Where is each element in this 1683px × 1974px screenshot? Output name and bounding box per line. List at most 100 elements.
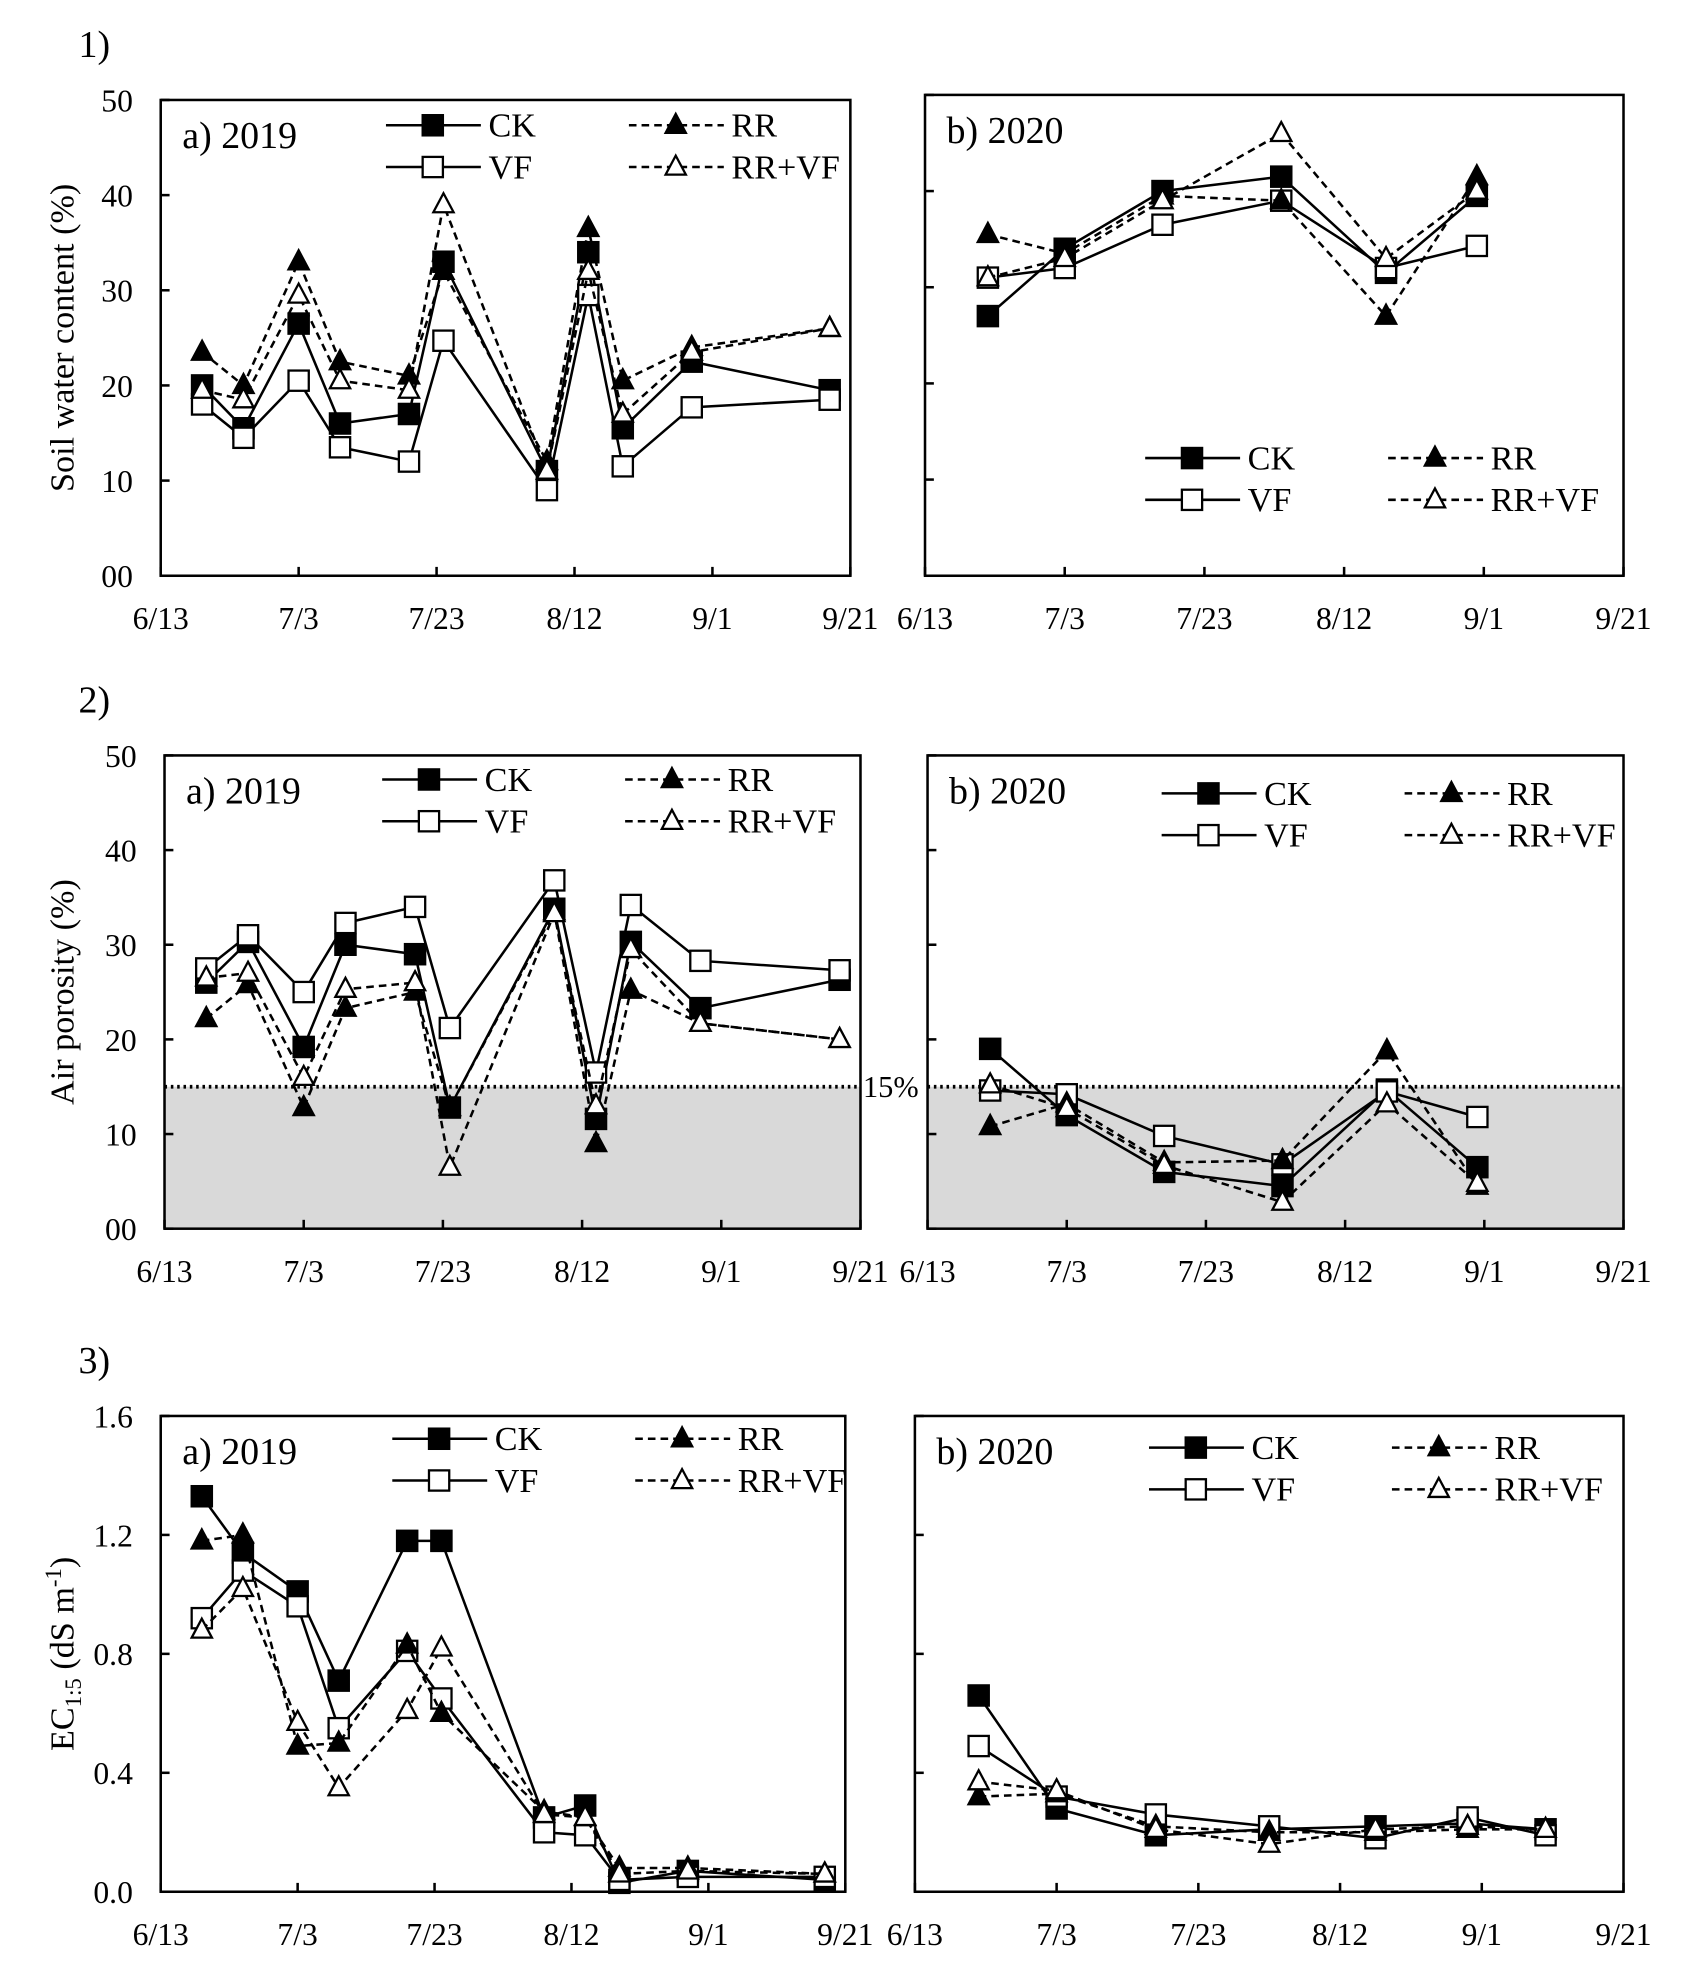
data-point [828, 959, 851, 982]
plot-frame [923, 93, 1625, 578]
data-point [1373, 302, 1399, 325]
legend-marker [1422, 486, 1447, 509]
y-tick-label: 50 [101, 83, 133, 118]
y-tick-label: 00 [105, 1212, 137, 1247]
legend-label: CK [1251, 1430, 1299, 1467]
data-point [978, 1037, 1002, 1061]
series-line [990, 1089, 1478, 1166]
data-point [1152, 1151, 1177, 1175]
chart-panel: 6/13 7/3 7/23 8/12 9/1 9/21 b) 2020 CK VF RR RR+VF [899, 754, 1652, 1289]
data-point [1533, 1815, 1558, 1839]
x-tick-label: 9/1 [692, 601, 732, 636]
data-point [292, 1035, 315, 1059]
data-point [583, 1091, 609, 1115]
series-rr-vf [189, 1574, 837, 1883]
panel-title: a) 2019 [182, 1431, 297, 1473]
data-point [618, 935, 643, 959]
legend-marker [427, 1469, 451, 1492]
data-point [1464, 177, 1489, 200]
data-point [397, 450, 421, 473]
plot-frame [159, 98, 852, 578]
series-line [201, 228, 830, 466]
legend-marker [1426, 1433, 1451, 1457]
data-point [1455, 1812, 1480, 1836]
chart-panel: 6/13 7/3 7/23 8/12 9/1 9/21 b) 2020 CK VF RR RR+VF [887, 1414, 1652, 1952]
panel-title: a) 2019 [186, 771, 301, 813]
data-point [189, 1527, 214, 1550]
data-point [1152, 1124, 1176, 1148]
series-line [987, 199, 1478, 279]
data-point [689, 949, 712, 973]
figure-label: 3) [78, 1340, 110, 1382]
y-axis-label-part: 1:5 [61, 1678, 86, 1707]
series-rr-vf [966, 1767, 1558, 1853]
y-tick-label: 40 [101, 179, 133, 214]
data-point [286, 281, 311, 304]
x-tick-label: 8/12 [543, 1917, 599, 1952]
data-point [328, 436, 352, 459]
x-tick-label: 7/3 [1047, 1254, 1087, 1289]
x-tick-label: 8/12 [554, 1254, 610, 1289]
series-line [989, 1083, 1479, 1204]
data-point [190, 1484, 214, 1508]
data-point [1270, 1188, 1295, 1211]
legend-label: RR [1507, 776, 1553, 813]
data-point [430, 1529, 453, 1553]
data-point [326, 1773, 351, 1797]
x-tick-label: 6/13 [897, 601, 953, 636]
data-point [328, 412, 352, 435]
data-point [1151, 213, 1174, 236]
legend-marker [417, 768, 441, 791]
y-tick-label: 20 [101, 369, 133, 404]
y-tick-label: 10 [105, 1117, 137, 1152]
data-point [403, 968, 428, 992]
data-point [576, 214, 601, 238]
data-point [326, 1729, 351, 1752]
y-tick-label: 00 [101, 559, 133, 594]
data-point [1465, 1169, 1490, 1192]
x-tick-label: 6/13 [133, 601, 189, 636]
data-point [292, 980, 315, 1004]
data-point [327, 1669, 350, 1692]
x-tick-label: 6/13 [136, 1254, 192, 1289]
figure-label: 1) [78, 24, 110, 66]
data-point [975, 263, 1000, 287]
legend-label: RR+VF [1507, 818, 1616, 855]
data-point [190, 338, 215, 361]
data-point [438, 1016, 462, 1040]
data-point [285, 1708, 310, 1731]
legend: CK VF RR RR+VF [385, 108, 840, 186]
data-point [1465, 234, 1489, 258]
data-point [680, 396, 704, 419]
legend-marker [1197, 782, 1220, 805]
chart-panel: 6/13 7/3 7/23 8/12 9/1 9/21 b) 2020 CK VF RR RR+VF [897, 93, 1652, 636]
x-tick-label: 9/21 [822, 601, 878, 636]
y-tick-label: 0.4 [93, 1756, 133, 1791]
data-point [1466, 1105, 1489, 1129]
data-point [437, 1153, 462, 1176]
series-line [200, 1495, 825, 1885]
series-line [987, 175, 1478, 319]
data-point [535, 478, 559, 502]
series-line [989, 1048, 1479, 1187]
data-point [583, 1129, 609, 1153]
series-vf [190, 1559, 837, 1892]
data-point [532, 1821, 556, 1844]
data-point [231, 385, 256, 409]
x-tick-label: 9/21 [1595, 1917, 1651, 1952]
data-point [967, 1684, 990, 1707]
legend: CK VF RR RR+VF [1161, 776, 1616, 855]
data-point [403, 942, 427, 966]
series-line [200, 1586, 825, 1876]
chart-panel: 15% 00 10 20 30 40 50 6/13 7/3 7/23 8/12 9/1 9/21 a) … [44, 679, 918, 1288]
series-rr-vf [190, 190, 842, 480]
data-point [395, 1696, 420, 1720]
data-point [232, 426, 255, 450]
data-point [291, 1093, 316, 1117]
data-point [966, 1782, 991, 1806]
data-point [978, 1112, 1003, 1136]
y-tick-label: 50 [105, 739, 137, 774]
legend-label: VF [1264, 818, 1308, 855]
x-tick-label: 7/23 [408, 601, 464, 636]
legend-label: RR+VF [738, 1463, 847, 1500]
